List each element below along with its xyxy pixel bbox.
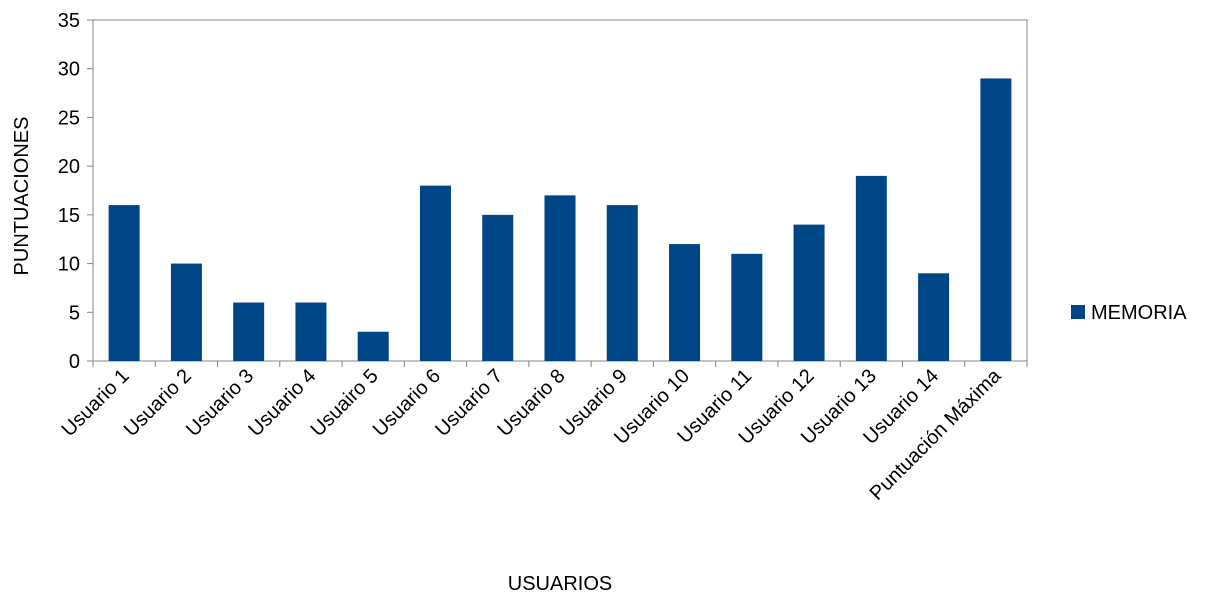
x-tick-label: Usuario 2	[120, 365, 196, 441]
x-tick-label: Usuario 7	[431, 365, 507, 441]
bar	[482, 214, 514, 361]
x-tick-label: Usuario 1	[58, 365, 134, 441]
y-tick-label: 10	[58, 254, 80, 276]
x-tick-label: Usuario 4	[244, 365, 320, 441]
bar	[980, 78, 1012, 361]
y-axis-ticks: 0 5 10 15 20 25 30 35	[58, 10, 93, 373]
bar	[419, 185, 451, 361]
y-tick-label: 35	[58, 10, 80, 32]
bar	[108, 205, 140, 361]
bar	[793, 224, 825, 361]
x-axis-title: USUARIOS	[508, 573, 612, 595]
x-tick-label: Usuairo 5	[307, 365, 383, 441]
x-tick-label: Usuario 6	[369, 365, 445, 441]
bar	[669, 244, 701, 361]
bar	[918, 273, 950, 361]
bar	[170, 263, 202, 361]
legend: MEMORIA	[1071, 302, 1187, 324]
bar	[357, 331, 389, 361]
y-tick-label: 5	[69, 302, 80, 324]
bar	[855, 175, 887, 361]
y-tick-label: 25	[58, 107, 80, 129]
bar	[606, 205, 638, 361]
y-tick-label: 15	[58, 205, 80, 227]
y-tick-label: 0	[69, 351, 80, 373]
bar	[233, 302, 265, 361]
legend-label: MEMORIA	[1091, 302, 1187, 324]
x-tick-label: Usuario 3	[182, 365, 258, 441]
y-tick-label: 30	[58, 59, 80, 81]
bar	[295, 302, 327, 361]
x-tick-label: Usuario 8	[493, 365, 569, 441]
bar	[731, 253, 763, 361]
y-axis-title: PUNTUACIONES	[11, 117, 33, 276]
legend-swatch	[1071, 305, 1085, 319]
y-tick-label: 20	[58, 156, 80, 178]
bar	[544, 195, 576, 361]
bars	[108, 78, 1012, 361]
